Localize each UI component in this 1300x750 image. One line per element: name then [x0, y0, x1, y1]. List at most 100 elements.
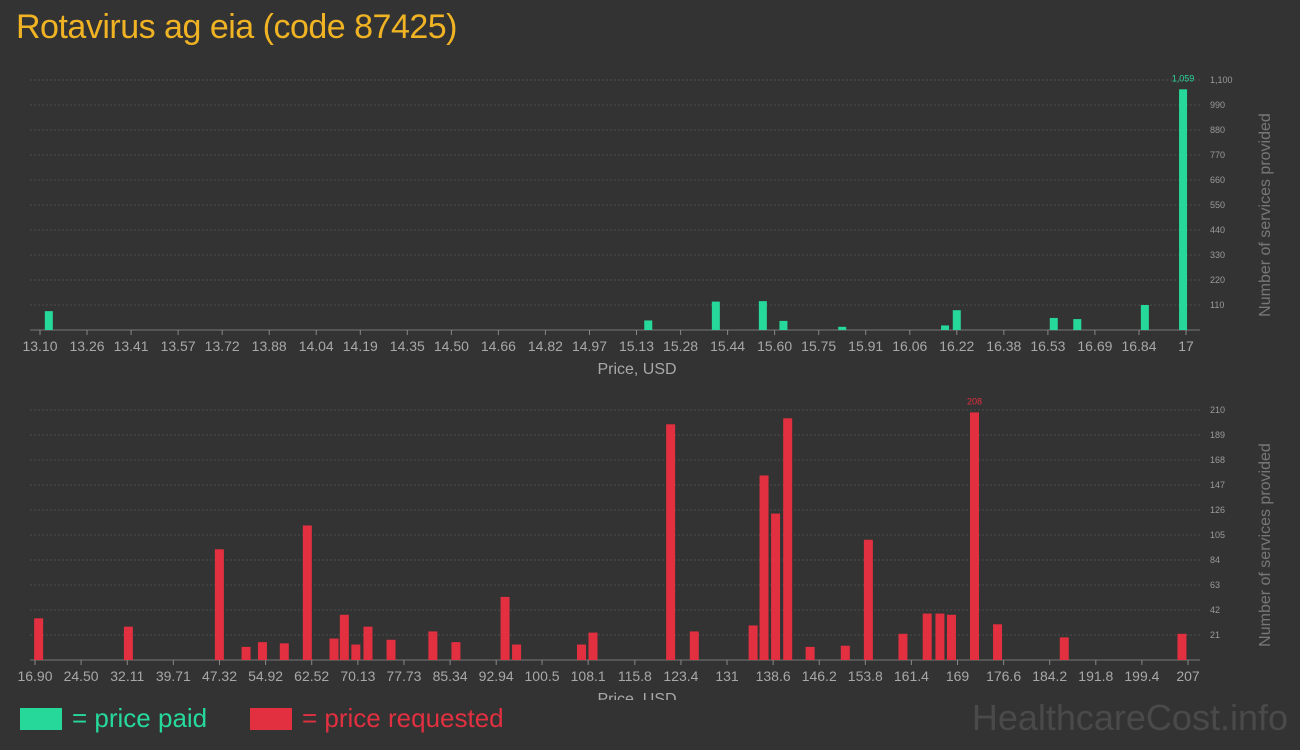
legend-price-paid: = price paid	[20, 703, 207, 734]
bar-requested	[339, 614, 349, 660]
x-tick-label: 14.82	[528, 338, 563, 354]
legend-swatch-requested	[250, 707, 292, 730]
y-tick-label: 550	[1210, 200, 1225, 210]
bar-requested	[500, 596, 510, 660]
bar-requested	[329, 638, 339, 660]
y-tick-label: 770	[1210, 150, 1225, 160]
x-tick-label: 14.66	[481, 338, 516, 354]
bar-requested	[970, 412, 980, 660]
x-tick-label: 14.50	[434, 338, 469, 354]
bar-paid	[1140, 305, 1149, 330]
x-tick-label: 62.52	[294, 668, 329, 684]
x-tick-label: 13.41	[114, 338, 149, 354]
bar-requested	[241, 646, 251, 660]
x-tick-label: 13.26	[69, 338, 104, 354]
y-tick-label: 42	[1210, 605, 1220, 615]
y-tick-label: 880	[1210, 125, 1225, 135]
x-tick-label: 100.5	[525, 668, 560, 684]
x-tick-label: 70.13	[340, 668, 375, 684]
x-tick-label: 32.11	[110, 668, 144, 684]
x-tick-label: 14.35	[390, 338, 425, 354]
y-tick-label: 189	[1210, 430, 1225, 440]
x-tick-label: 199.4	[1124, 668, 1159, 684]
y-tick-label: 84	[1210, 555, 1220, 565]
bar-paid	[644, 320, 653, 330]
x-tick-label: 85.34	[433, 668, 468, 684]
x-tick-label: 153.8	[848, 668, 883, 684]
legend-label-requested: = price requested	[302, 703, 504, 733]
x-tick-label: 115.8	[618, 668, 652, 684]
y-tick-label: 660	[1210, 175, 1225, 185]
legend-label-paid: = price paid	[72, 703, 208, 733]
watermark: HealthcareCost.info	[971, 697, 1288, 738]
legend-swatch-paid	[20, 707, 62, 730]
x-tick-label: 14.04	[299, 338, 334, 354]
bar-requested	[123, 626, 133, 660]
bar-requested	[512, 644, 522, 660]
bar-requested	[351, 644, 361, 660]
bar-requested	[1177, 633, 1187, 660]
y-tick-label: 440	[1210, 225, 1225, 235]
bar-paid	[758, 301, 767, 330]
x-tick-label: 184.2	[1032, 668, 1067, 684]
bar-requested	[666, 424, 676, 660]
y-tick-label: 210	[1210, 405, 1225, 415]
x-tick-label: 15.60	[757, 338, 792, 354]
x-tick-label: 16.84	[1121, 338, 1156, 354]
max-value-label: 1,059	[1172, 73, 1195, 83]
y-tick-label: 1,100	[1210, 75, 1233, 85]
x-tick-label: 39.71	[156, 668, 191, 684]
y-tick-label: 105	[1210, 530, 1225, 540]
price-requested-chart: 21 42 63 84 105 126 147 168 189 210 16.90 24.50 32.1…	[17, 396, 1274, 700]
x-tick-label: 207	[1176, 668, 1200, 684]
x-tick-label: 24.50	[64, 668, 99, 684]
bar-requested	[257, 642, 267, 660]
x-tick-label: 13.57	[161, 338, 196, 354]
x-tick-label: 169	[946, 668, 970, 684]
x-tick-label: 161.4	[894, 668, 929, 684]
y-axis-title: Number of services provided	[1257, 113, 1274, 317]
y-tick-label: 990	[1210, 100, 1225, 110]
x-tick-label: 14.97	[572, 338, 607, 354]
x-tick-label: 15.28	[663, 338, 698, 354]
price-paid-chart: 110 220 330 440 550 660 770 880 990 1,100 13.10 13.…	[22, 73, 1274, 378]
bar-requested	[386, 639, 396, 660]
bar-requested	[898, 633, 908, 660]
x-axis-title: Price, USD	[597, 361, 676, 378]
bar-requested	[922, 613, 932, 660]
bar-paid	[838, 326, 847, 330]
bar-requested	[748, 625, 758, 660]
bar-paid	[952, 310, 961, 330]
y-tick-label: 126	[1210, 505, 1225, 515]
x-tick-label: 146.2	[802, 668, 837, 684]
y-tick-label: 220	[1210, 275, 1225, 285]
y-tick-label: 168	[1210, 455, 1225, 465]
y-axis-title: Number of services provided	[1257, 443, 1274, 647]
bar-paid	[779, 320, 788, 330]
bar-requested	[451, 642, 461, 660]
bar-requested	[428, 631, 438, 660]
bar-requested	[302, 525, 312, 660]
bar-paid	[1049, 317, 1058, 330]
bar-requested	[863, 539, 873, 660]
x-tick-label: 13.72	[205, 338, 240, 354]
x-axis-title: Price, USD	[597, 691, 676, 700]
x-tick-label: 47.32	[202, 668, 237, 684]
x-tick-label: 17	[1178, 338, 1194, 354]
bar-requested	[689, 631, 699, 660]
x-tick-label: 176.6	[986, 668, 1021, 684]
bar-requested	[993, 624, 1003, 660]
x-tick-label: 16.22	[939, 338, 974, 354]
x-tick-label: 92.94	[479, 668, 514, 684]
x-tick-label: 16.90	[17, 668, 52, 684]
y-tick-label: 330	[1210, 250, 1225, 260]
x-tick-label: 13.88	[252, 338, 287, 354]
x-tick-label: 15.75	[801, 338, 836, 354]
bar-requested	[279, 643, 289, 660]
x-tick-label: 54.92	[248, 668, 283, 684]
y-tick-label: 147	[1210, 480, 1225, 490]
x-tick-label: 15.44	[710, 338, 745, 354]
bar-paid	[941, 325, 950, 330]
bar-requested	[805, 646, 815, 660]
x-tick-label: 131	[715, 668, 739, 684]
